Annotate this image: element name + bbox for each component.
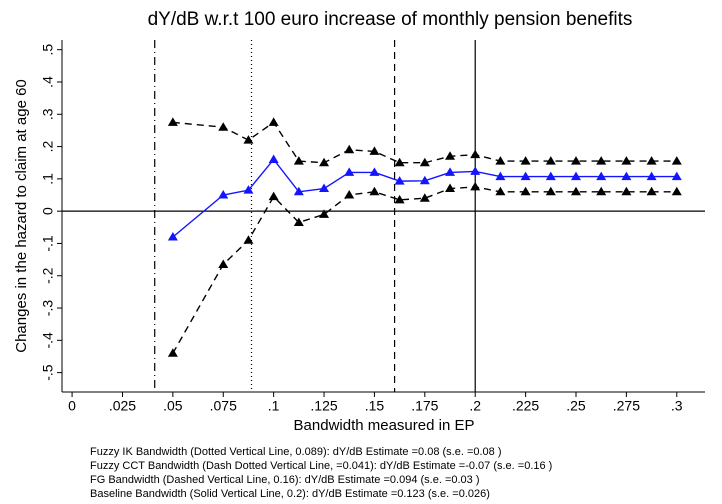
y-tick-label: -.4	[40, 332, 56, 349]
triangle-marker	[369, 167, 380, 176]
triangle-marker	[293, 186, 304, 196]
triangle-marker	[293, 156, 304, 165]
triangle-marker	[243, 185, 254, 194]
triangle-marker	[495, 186, 506, 196]
triangle-marker	[596, 156, 607, 165]
y-tick-label: -.2	[40, 267, 56, 284]
x-tick-label: .075	[210, 398, 237, 414]
x-tick-label: .05	[163, 398, 183, 414]
triangle-marker	[570, 186, 581, 196]
x-tick-label: .275	[613, 398, 640, 414]
triangle-marker	[268, 117, 279, 126]
triangle-marker	[621, 156, 632, 165]
triangle-marker	[596, 186, 607, 196]
x-axis-title: Bandwidth measured in EP	[294, 417, 475, 434]
series-line	[172, 121, 677, 164]
x-tick-label: .125	[310, 398, 337, 414]
note: Fuzzy IK Bandwidth (Dotted Vertical Line…	[90, 446, 502, 458]
triangle-marker	[470, 181, 481, 191]
triangle-marker	[570, 156, 581, 165]
y-tick-label: -.1	[40, 235, 56, 252]
x-tick-label: .175	[411, 398, 438, 414]
triangle-marker	[319, 183, 330, 193]
triangle-marker	[646, 186, 657, 196]
x-tick-label: 0	[68, 398, 76, 414]
x-tick-label: .1	[268, 398, 280, 414]
y-tick-label: .1	[40, 173, 56, 185]
triangle-marker	[520, 171, 531, 181]
triangle-marker	[268, 191, 279, 201]
triangle-marker	[470, 149, 481, 159]
triangle-marker	[570, 171, 581, 181]
triangle-marker	[167, 231, 178, 241]
triangle-marker	[394, 157, 405, 167]
triangle-marker	[495, 156, 506, 165]
triangle-marker	[520, 186, 531, 196]
y-tick-label: -.5	[40, 364, 56, 381]
y-tick-label: -.3	[40, 300, 56, 317]
triangle-marker	[394, 194, 405, 204]
triangle-marker	[369, 146, 380, 155]
triangle-marker	[167, 348, 178, 357]
triangle-marker	[419, 193, 430, 202]
triangle-marker	[293, 217, 304, 226]
x-tick-label: .15	[365, 398, 385, 414]
note: Fuzzy CCT Bandwidth (Dash Dotted Vertica…	[90, 460, 552, 472]
triangle-marker	[445, 167, 456, 176]
triangle-marker	[671, 186, 682, 196]
triangle-marker	[319, 209, 330, 218]
y-tick-label: .5	[40, 44, 56, 56]
triangle-marker	[167, 117, 178, 126]
note: FG Bandwidth (Dashed Vertical Line, 0.16…	[90, 474, 480, 486]
triangle-marker	[394, 176, 405, 185]
x-tick-label: .225	[512, 398, 539, 414]
x-tick-label: .2	[469, 398, 481, 414]
triangle-marker	[445, 183, 456, 193]
triangle-marker	[243, 235, 254, 244]
triangle-marker	[671, 171, 682, 181]
triangle-marker	[218, 190, 229, 199]
series-line	[172, 186, 677, 354]
y-tick-label: 0	[40, 207, 56, 215]
triangle-marker	[268, 154, 279, 163]
triangle-marker	[445, 151, 456, 160]
triangle-marker	[218, 122, 229, 131]
y-tick-label: .2	[40, 141, 56, 153]
triangle-marker	[495, 171, 506, 181]
y-axis-title: Changes in the hazard to claim at age 60	[13, 79, 30, 353]
y-tick-label: .3	[40, 108, 56, 120]
triangle-marker	[419, 157, 430, 167]
triangle-marker	[621, 186, 632, 196]
triangle-marker	[671, 156, 682, 165]
triangle-marker	[369, 186, 380, 196]
triangle-marker	[243, 135, 254, 144]
triangle-marker	[419, 175, 430, 185]
triangle-marker	[344, 167, 355, 176]
triangle-marker	[319, 157, 330, 167]
triangle-marker	[545, 186, 556, 196]
x-tick-label: .25	[566, 398, 586, 414]
series-line	[172, 158, 677, 238]
chart-title: dY/dB w.r.t 100 euro increase of monthly…	[148, 9, 633, 30]
x-tick-label: .025	[109, 398, 136, 414]
triangle-marker	[344, 144, 355, 154]
note: Baseline Bandwidth (Solid Vertical Line,…	[90, 488, 490, 500]
triangle-marker	[621, 171, 632, 181]
triangle-marker	[344, 190, 355, 199]
triangle-marker	[545, 171, 556, 181]
triangle-marker	[218, 259, 229, 268]
triangle-marker	[470, 166, 481, 175]
triangle-marker	[596, 171, 607, 181]
triangle-marker	[545, 156, 556, 165]
triangle-marker	[646, 171, 657, 181]
triangle-marker	[520, 156, 531, 165]
x-tick-label: .3	[671, 398, 683, 414]
y-tick-label: .4	[40, 76, 56, 88]
triangle-marker	[646, 156, 657, 165]
